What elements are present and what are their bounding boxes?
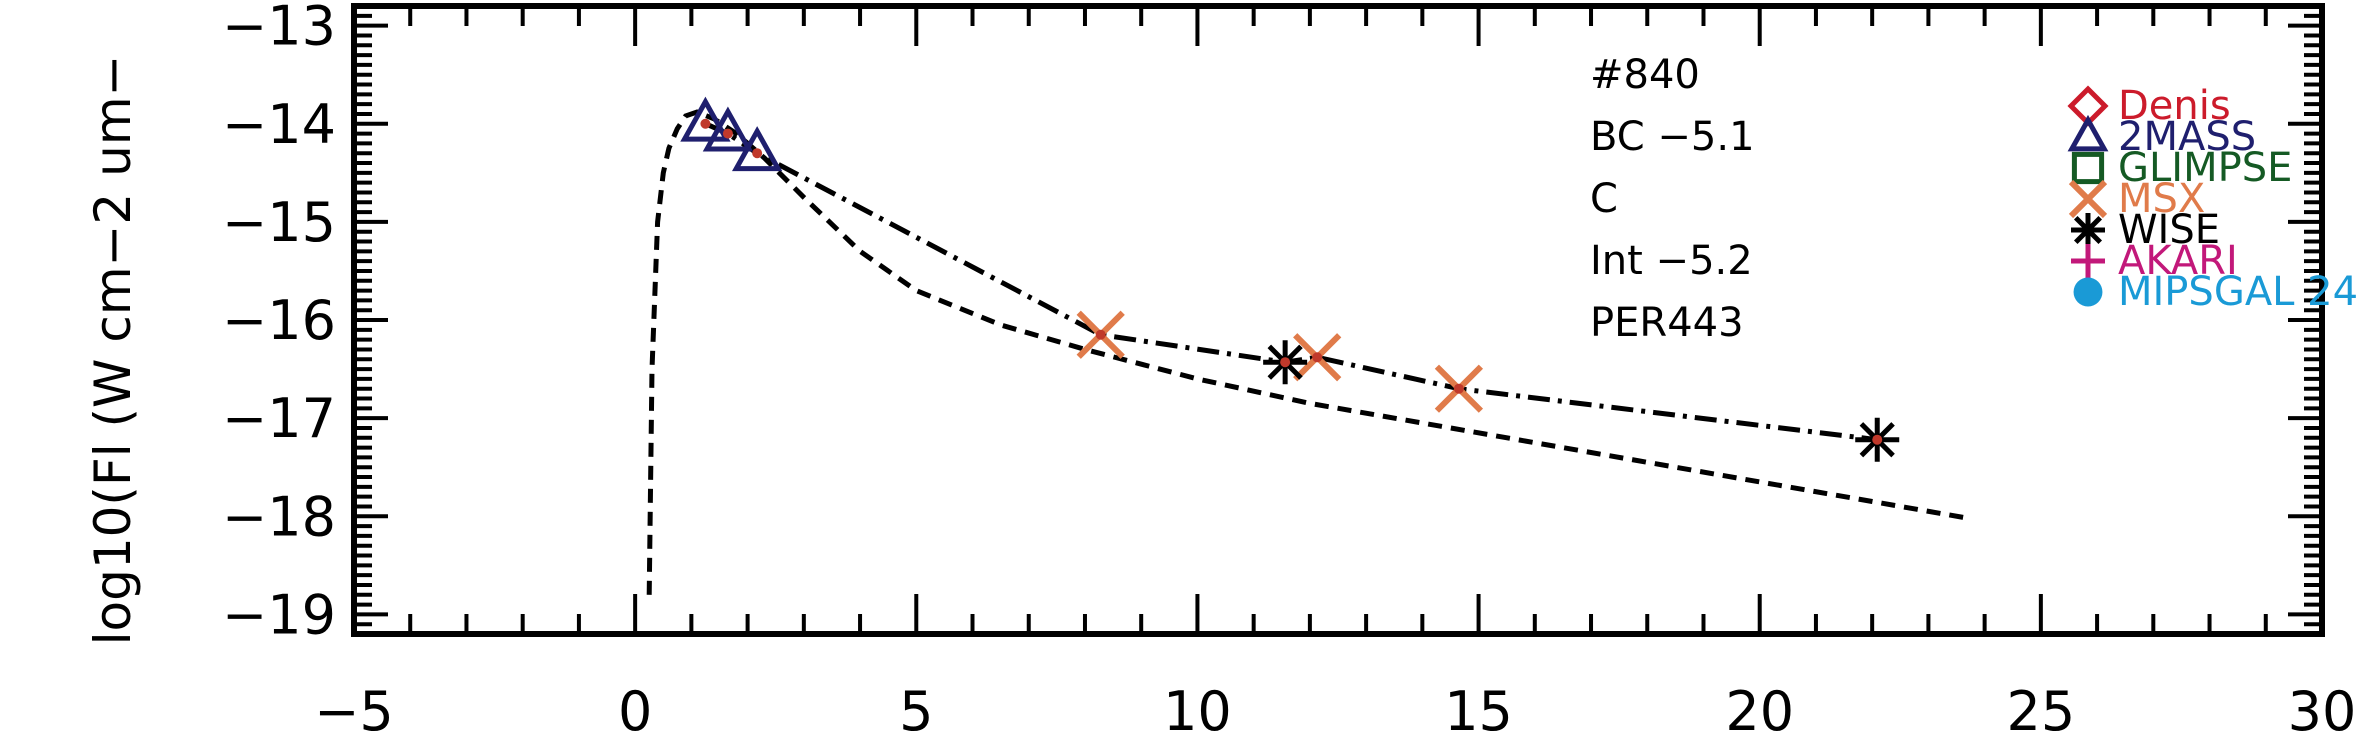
legend-2mass-icon [2072,120,2104,149]
y-tick-labels: −13 −14 −15 −16 −17 −18 −19 [222,0,336,646]
measured-point [700,119,710,129]
y-tick-label: −15 [222,191,336,254]
model-curves [649,112,1968,595]
y-tick-label: −17 [222,387,336,450]
legend-msx-icon [2071,182,2105,216]
legend-akari-icon [2071,244,2105,278]
annotation-text: PER443 [1590,300,1744,346]
measured-point [723,129,733,139]
measured-point [1096,330,1106,340]
x-tick-label: 5 [899,680,933,743]
legend-mipsgal-24-icon [2074,278,2103,307]
y-axis-label: log10(Fl (W cm−2 um− [84,55,142,646]
legend-label: MIPSGAL 24 [2118,269,2358,315]
measured-point [1280,357,1290,367]
annotation-text: C [1590,176,1618,222]
x-tick-label: 15 [1444,680,1513,743]
measured-point [1872,435,1882,445]
x-tick-labels: −5 0 5 10 15 20 25 30 [314,680,2356,743]
measured-point [752,148,762,158]
legend-wise-icon [2071,213,2105,247]
x-tick-label: 25 [2006,680,2075,743]
x-tick-label: 10 [1163,680,1232,743]
annotation-text: Int −5.2 [1590,238,1753,284]
y-tick-label: −13 [222,0,336,58]
annotations: #840 BC −5.1 C Int −5.2 PER443 [1590,52,1755,346]
y-tick-label: −19 [222,583,336,646]
annotation-text: BC −5.1 [1590,114,1755,160]
y-tick-label: −14 [222,93,336,156]
measured-point [1454,384,1464,394]
annotation-text: #840 [1590,52,1700,98]
y-tick-label: −16 [222,289,336,352]
x-tick-label: 0 [618,680,652,743]
model-curve-dashed [649,112,1968,595]
measured-point [1312,352,1322,362]
x-tick-label: −5 [314,680,394,743]
y-tick-label: −18 [222,485,336,548]
x-tick-label: 30 [2288,680,2357,743]
x-tick-label: 20 [1725,680,1794,743]
legend-glimpse-icon [2074,154,2101,181]
